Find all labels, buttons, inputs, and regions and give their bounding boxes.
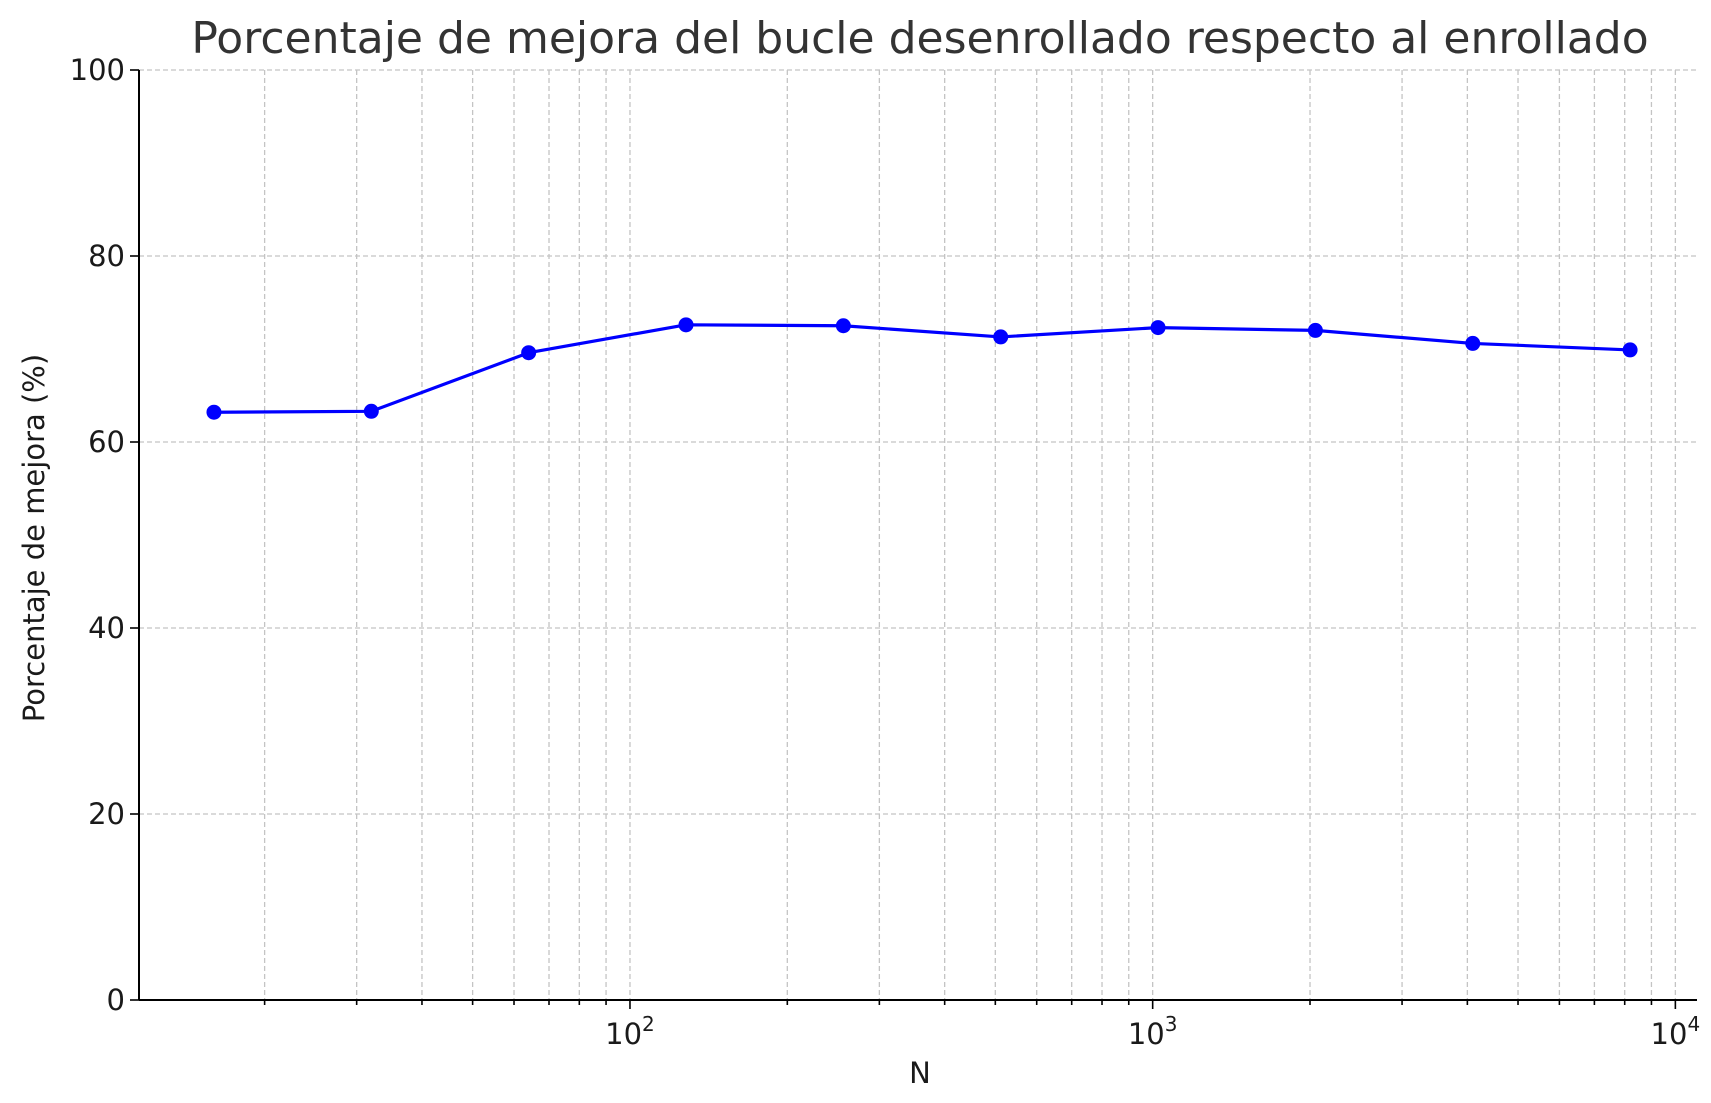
y-tick-label: 100 <box>70 53 125 87</box>
data-point <box>1307 322 1323 338</box>
data-point <box>835 318 851 334</box>
data-point <box>206 404 222 420</box>
y-axis-ticks: 0 20 40 60 80 100 <box>70 53 139 1017</box>
y-tick-label: 40 <box>88 611 125 645</box>
y-tick-label: 80 <box>88 239 125 273</box>
data-point <box>363 403 379 419</box>
y-axis-label: Porcentaje de mejora (%) <box>17 354 51 722</box>
x-tick-label: 102 <box>605 1012 655 1051</box>
data-point <box>521 345 537 361</box>
x-tick-label: 103 <box>1128 1012 1178 1051</box>
series-line <box>213 323 1631 414</box>
axes <box>138 70 1697 1001</box>
data-point <box>1150 320 1166 336</box>
series-group <box>206 317 1638 420</box>
x-axis-ticks: 102 103 104 <box>263 1000 1701 1051</box>
data-point <box>678 317 694 333</box>
chart-title: Porcentaje de mejora del bucle desenroll… <box>191 13 1648 64</box>
y-tick-label: 60 <box>88 425 125 459</box>
grid <box>139 69 1697 1001</box>
x-axis-label: N <box>909 1056 931 1090</box>
x-tick-label: 104 <box>1651 1012 1701 1051</box>
data-point <box>993 329 1009 345</box>
y-tick-label: 20 <box>88 797 125 831</box>
data-point <box>1465 335 1481 351</box>
y-tick-label: 0 <box>107 983 125 1017</box>
data-point <box>1622 342 1638 358</box>
